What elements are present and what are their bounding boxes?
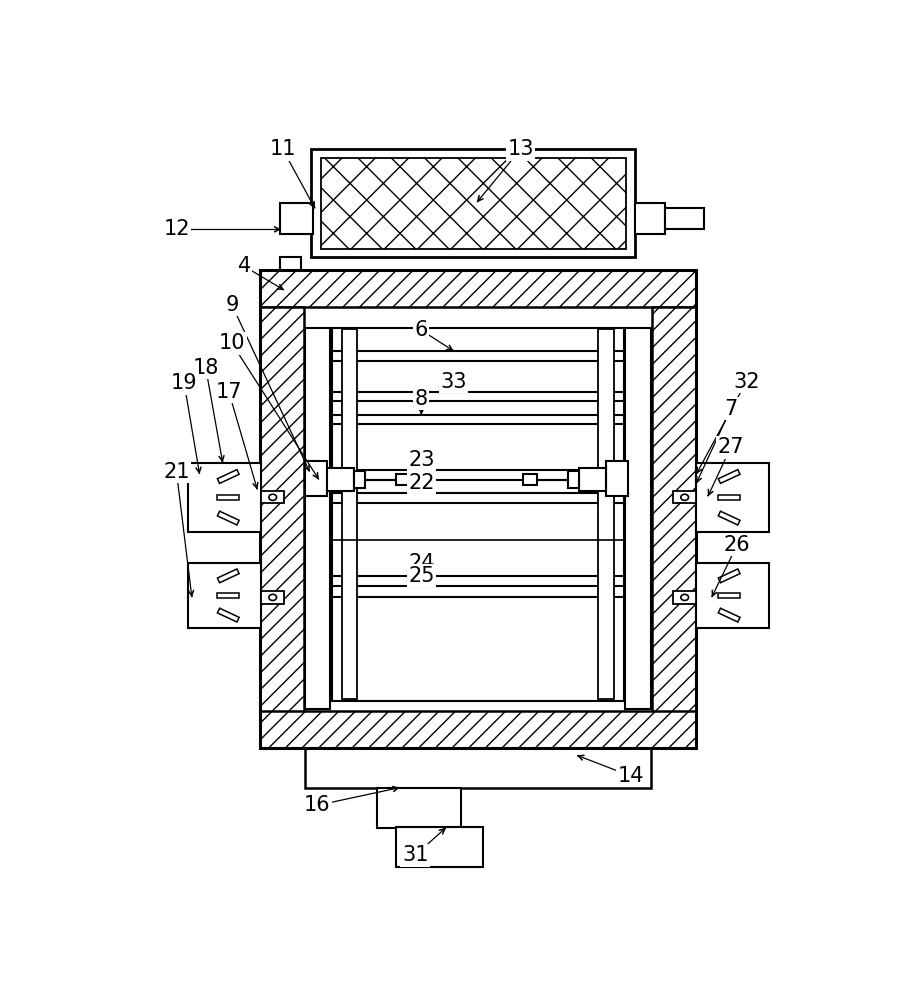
Text: 33: 33	[441, 372, 467, 392]
Bar	[625, 328, 651, 709]
Bar	[259, 307, 304, 748]
Text: 13: 13	[507, 139, 534, 159]
Text: 21: 21	[163, 462, 190, 482]
Ellipse shape	[681, 594, 688, 600]
Bar	[327, 468, 353, 491]
Polygon shape	[718, 495, 740, 500]
Text: 18: 18	[193, 358, 219, 378]
Bar	[523, 474, 537, 485]
Bar	[305, 461, 327, 496]
Bar	[673, 491, 696, 503]
Bar	[666, 208, 704, 229]
Polygon shape	[718, 569, 740, 583]
Text: 22: 22	[408, 473, 434, 493]
Polygon shape	[718, 470, 740, 483]
Text: 12: 12	[163, 219, 190, 239]
Text: 4: 4	[238, 256, 250, 276]
Text: 23: 23	[408, 450, 434, 470]
Bar	[396, 827, 483, 867]
Text: 7: 7	[724, 399, 738, 419]
Bar	[332, 328, 623, 701]
Bar	[188, 463, 261, 532]
Bar	[606, 461, 628, 496]
Text: 9: 9	[225, 295, 239, 315]
Bar	[696, 563, 769, 628]
Bar	[353, 471, 365, 488]
Text: 16: 16	[304, 795, 331, 815]
Text: 14: 14	[617, 766, 644, 786]
Polygon shape	[217, 569, 239, 583]
Bar	[280, 257, 301, 397]
Bar	[598, 329, 614, 699]
Polygon shape	[718, 608, 740, 622]
Bar	[396, 474, 410, 485]
Bar	[188, 563, 261, 628]
Polygon shape	[718, 511, 740, 525]
Bar	[673, 591, 696, 604]
Bar	[261, 591, 285, 604]
Ellipse shape	[268, 594, 277, 600]
Polygon shape	[217, 511, 239, 525]
Ellipse shape	[268, 494, 277, 500]
Polygon shape	[217, 495, 239, 500]
Text: 32: 32	[733, 372, 760, 392]
Text: 26: 26	[724, 535, 751, 555]
Bar	[322, 158, 626, 249]
Bar	[311, 149, 634, 257]
Text: 25: 25	[408, 566, 434, 586]
Bar	[568, 471, 579, 488]
Polygon shape	[217, 470, 239, 483]
Bar	[280, 203, 313, 234]
Bar	[377, 788, 461, 828]
Ellipse shape	[681, 494, 688, 500]
Polygon shape	[217, 593, 239, 598]
Bar	[259, 270, 696, 307]
Text: 19: 19	[171, 373, 197, 393]
Bar	[696, 463, 769, 532]
Text: 11: 11	[269, 139, 296, 159]
Bar	[305, 748, 651, 788]
Bar	[305, 328, 331, 709]
Text: 10: 10	[219, 333, 245, 353]
Polygon shape	[217, 608, 239, 622]
Bar	[579, 468, 606, 491]
Bar	[634, 203, 666, 234]
Text: 8: 8	[414, 389, 428, 409]
Text: 17: 17	[215, 382, 242, 402]
Polygon shape	[718, 593, 740, 598]
Text: 6: 6	[414, 320, 428, 340]
Text: 24: 24	[408, 553, 434, 573]
Bar	[259, 270, 696, 748]
Text: 27: 27	[717, 437, 744, 457]
Text: 31: 31	[402, 845, 429, 865]
Bar	[342, 329, 358, 699]
Bar	[261, 491, 285, 503]
Bar	[259, 711, 696, 748]
Bar	[652, 307, 696, 748]
